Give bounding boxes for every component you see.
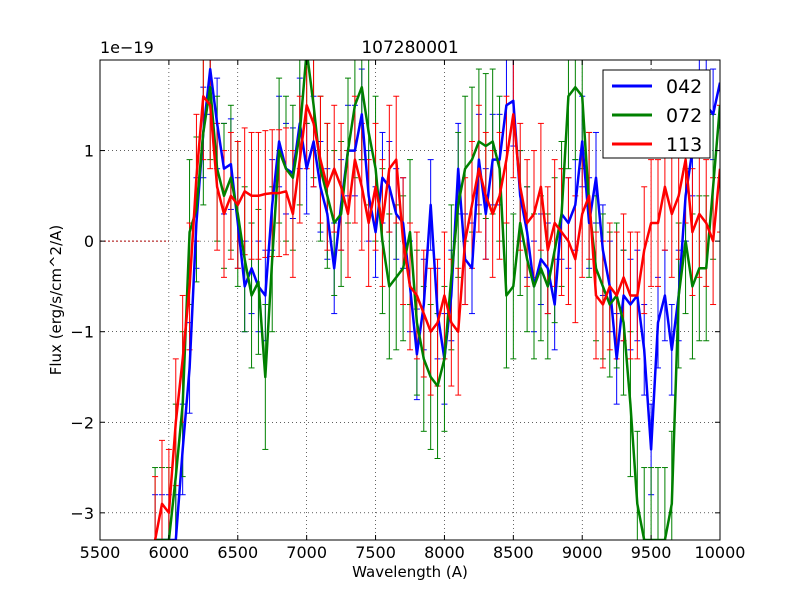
x-tick-label: 7000: [286, 543, 327, 562]
legend-label-042: 042: [666, 76, 702, 98]
x-axis-label: Wavelength (A): [352, 563, 468, 581]
x-tick-label: 10000: [695, 543, 746, 562]
plot-frame: [99, 59, 721, 541]
y-offset-label: 1e−19: [100, 38, 154, 57]
y-axis-label: Flux (erg/s/cm^2/A): [47, 225, 65, 376]
x-tick-label: 8500: [493, 543, 534, 562]
y-tick-label: 1: [84, 142, 94, 161]
series-line-072: [155, 60, 720, 540]
data-area: [100, 60, 720, 540]
legend-label-072: 072: [666, 105, 702, 127]
legend: 042 072 113: [602, 69, 711, 159]
y-tick-label: −3: [70, 504, 94, 523]
series-line-042: [155, 67, 720, 540]
y-tick-label: 0: [84, 232, 94, 251]
y-tick-label: −1: [70, 323, 94, 342]
x-tick-label: 6500: [217, 543, 258, 562]
x-tick-label: 7500: [355, 543, 396, 562]
x-tick-label: 9500: [631, 543, 672, 562]
series-line-113: [153, 94, 720, 540]
x-tick-label: 8000: [424, 543, 465, 562]
axis-ticks: 5500 6000 6500 7000 7500 8000 8500 9000 9500 1000…: [70, 60, 745, 562]
x-tick-label: 9000: [562, 543, 603, 562]
legend-label-113: 113: [666, 134, 702, 156]
chart-title: 107280001: [361, 38, 458, 58]
y-tick-label: −2: [70, 413, 94, 432]
x-tick-label: 5500: [80, 543, 121, 562]
x-tick-label: 6000: [149, 543, 190, 562]
